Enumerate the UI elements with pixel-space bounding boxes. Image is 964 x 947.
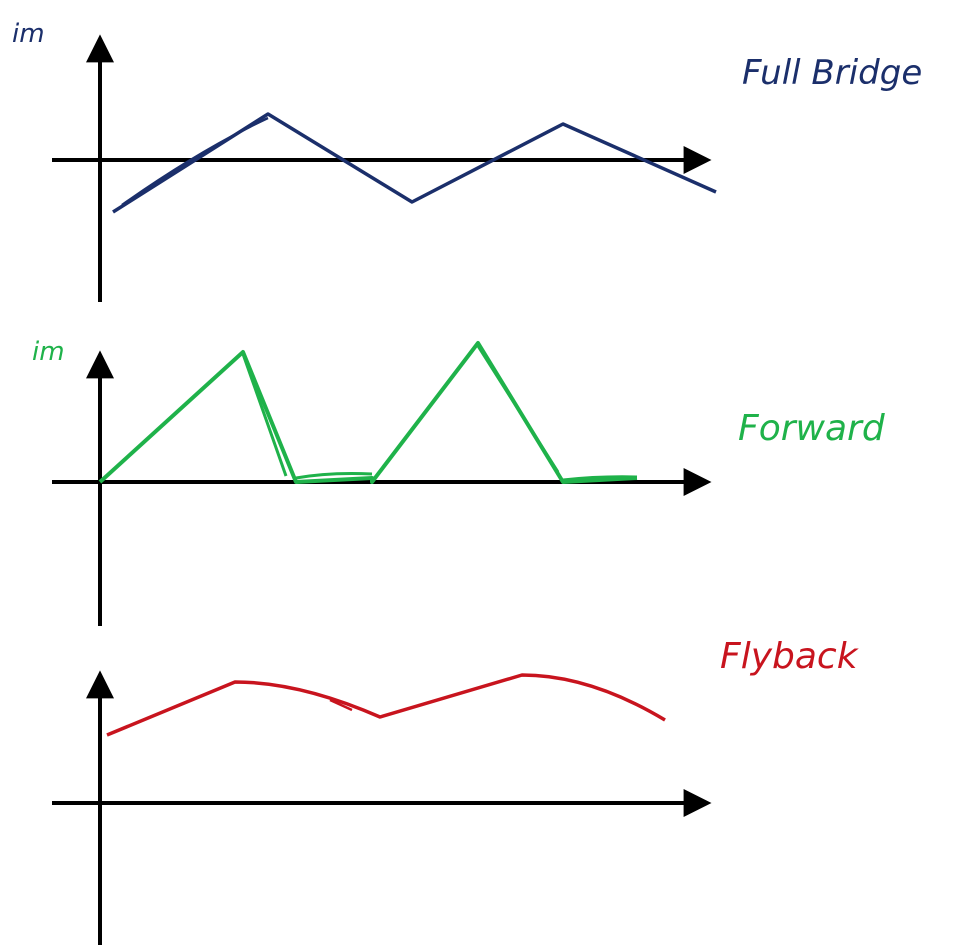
- forward-title: Forward: [738, 408, 886, 449]
- full-bridge-overstroke: [121, 116, 269, 207]
- full-bridge-title: Full Bridge: [742, 53, 922, 93]
- forward-overstroke: [241, 345, 638, 482]
- forward-panel: im Forward: [32, 337, 886, 626]
- flyback-waveform: [106, 673, 666, 737]
- flyback-panel: Flyback: [52, 636, 860, 945]
- full-bridge-y-label: im: [12, 19, 45, 49]
- forward-waveform: [98, 341, 638, 484]
- flyback-title: Flyback: [720, 636, 860, 677]
- full-bridge-waveform: [112, 112, 717, 214]
- flyback-overstroke: [329, 698, 353, 712]
- full-bridge-panel: im Full Bridge: [12, 19, 922, 302]
- forward-y-label: im: [32, 337, 65, 367]
